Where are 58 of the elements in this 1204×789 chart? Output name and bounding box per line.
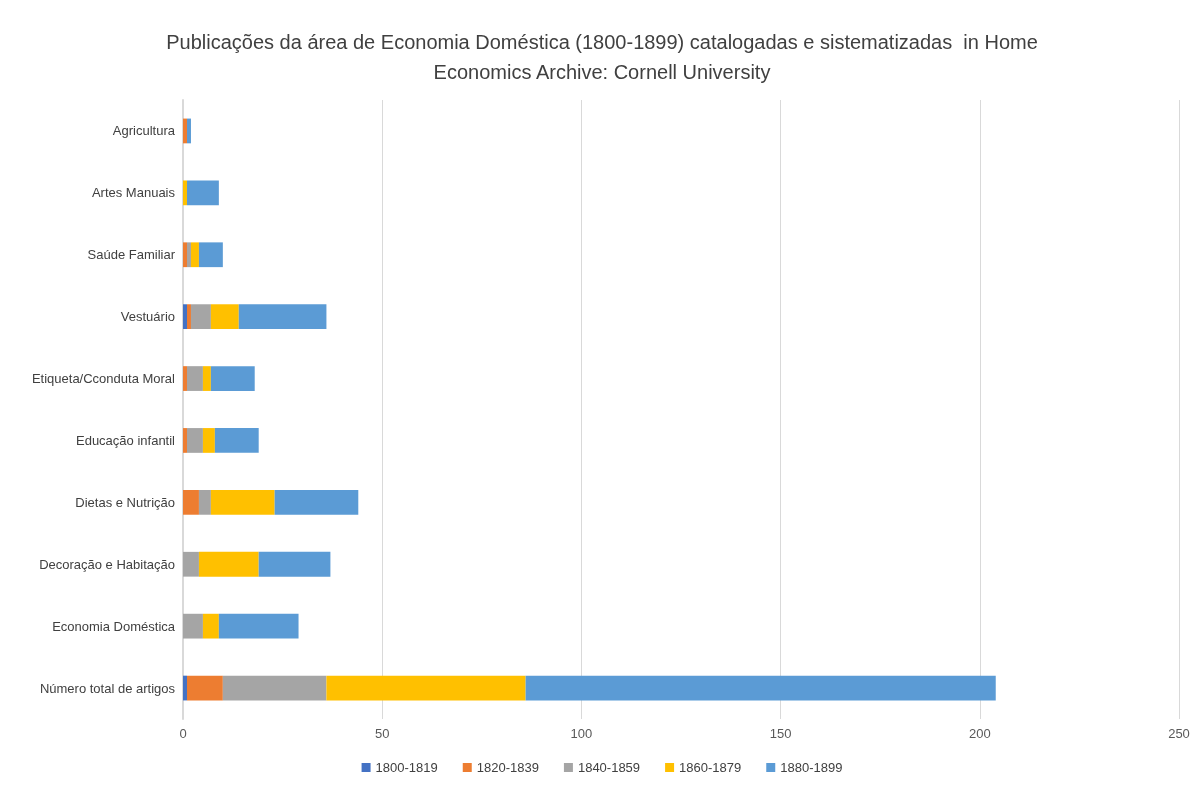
bar — [214, 428, 259, 453]
legend-label: 1840-1859 — [577, 760, 641, 775]
legend-label: 1820-1839 — [476, 760, 539, 775]
bar — [186, 304, 191, 330]
bar — [183, 304, 187, 330]
bar — [183, 489, 199, 515]
y-tick-label: Vestuário — [120, 309, 175, 325]
bar — [183, 180, 187, 206]
x-tick-label: 100 — [570, 726, 593, 741]
bar — [202, 613, 219, 639]
x-tick-label: 150 — [769, 726, 792, 741]
bar — [183, 428, 187, 453]
y-tick-label: Economia Doméstica — [52, 618, 176, 634]
bar — [186, 428, 203, 453]
x-tick-label: 50 — [374, 726, 390, 741]
bar — [183, 613, 203, 639]
bar — [183, 675, 187, 701]
bar — [183, 551, 199, 577]
bar — [186, 242, 191, 268]
bar — [218, 613, 299, 639]
bar — [210, 304, 239, 330]
y-tick-label: Educação infantil — [75, 432, 176, 448]
bar — [198, 551, 259, 577]
y-tick-label: Etiqueta/Cconduta Moral — [31, 371, 176, 387]
bar — [210, 366, 255, 391]
bar — [525, 675, 996, 701]
bar — [202, 366, 211, 391]
legend-label: 1800-1819 — [375, 760, 438, 775]
y-tick-label: Número total de artigos — [39, 680, 176, 696]
bar — [210, 489, 275, 515]
bar — [186, 118, 191, 144]
bar — [274, 489, 359, 515]
x-tick-label: 250 — [1168, 726, 1190, 741]
bar — [198, 489, 211, 515]
bar — [183, 118, 187, 144]
bar — [198, 242, 223, 268]
bar — [258, 551, 331, 577]
y-tick-label: Decoração e Habitação — [39, 556, 175, 572]
bar — [202, 428, 215, 453]
chart-title: Publicações da área de Economia Doméstica (1800-1899) catalogadas e sistematizadas in Home Economics Archive: Cornell University — [166, 31, 1038, 83]
y-tick-label: Artes Manuais — [91, 185, 176, 201]
bar — [238, 304, 327, 330]
bar — [326, 675, 526, 701]
bar — [190, 242, 199, 268]
legend-label: 1860-1879 — [679, 760, 742, 775]
bar — [183, 242, 187, 268]
y-tick-label: Dietas e Nutrição — [75, 494, 175, 510]
bar — [186, 180, 219, 206]
bar — [186, 366, 203, 391]
bar — [190, 304, 211, 330]
y-tick-label: Agricultura — [112, 123, 176, 139]
x-tick-label: 0 — [179, 726, 187, 741]
bar — [222, 675, 327, 701]
x-tick-label: 200 — [968, 726, 991, 741]
bar — [186, 675, 223, 701]
y-tick-label: Saúde Familiar — [87, 247, 176, 263]
legend-label: 1880-1899 — [780, 760, 843, 775]
bar — [183, 366, 187, 391]
